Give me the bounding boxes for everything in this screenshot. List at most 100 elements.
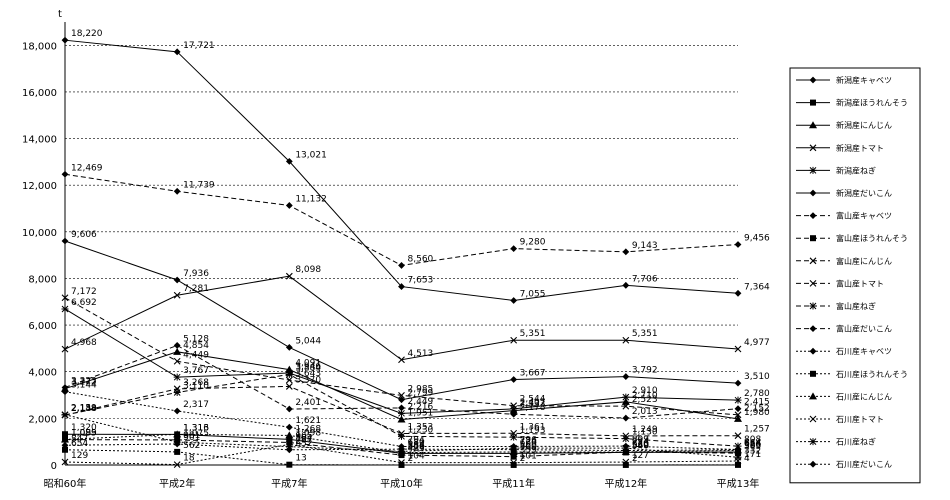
data-point — [510, 336, 518, 344]
data-label: 2,523 — [632, 395, 658, 405]
data-label: 562 — [183, 441, 200, 451]
data-point — [61, 36, 69, 44]
data-label: 2,178 — [520, 403, 546, 413]
data-label: 2,333 — [520, 400, 546, 410]
data-label: 7,055 — [520, 290, 546, 300]
data-point — [622, 435, 630, 443]
data-point — [398, 409, 405, 417]
y-tick-label: 2,000 — [28, 414, 57, 425]
data-point — [285, 376, 293, 384]
data-point — [622, 248, 630, 256]
data-point — [61, 237, 69, 245]
data-label: 4,968 — [71, 338, 97, 348]
data-point — [285, 202, 293, 209]
data-point — [173, 430, 182, 438]
data-label: 7,706 — [632, 274, 658, 284]
data-label: 4 — [744, 454, 750, 464]
data-label: 2 — [520, 454, 526, 464]
data-point — [735, 461, 741, 468]
data-label: 7,653 — [408, 276, 434, 286]
data-label: 2,013 — [632, 407, 658, 417]
data-label: 359 — [520, 446, 537, 456]
data-label: 3,370 — [295, 375, 321, 385]
data-point — [398, 356, 405, 364]
legend-item: 石川産にんじん — [796, 391, 892, 401]
data-label: 127 — [632, 451, 649, 461]
data-point — [734, 345, 742, 353]
data-label: 18,220 — [71, 29, 103, 39]
legend-item: 新潟産キャベツ — [796, 75, 892, 85]
data-label: 560 — [744, 441, 761, 451]
data-point — [286, 436, 293, 443]
data-label: 500 — [520, 442, 537, 452]
legend-label: 新潟産ほうれんそう — [836, 98, 908, 108]
x-tick-label: 平成10年 — [380, 477, 423, 490]
data-label: 8,560 — [408, 254, 434, 264]
data-label: 3,643 — [295, 369, 321, 379]
data-point — [734, 396, 742, 404]
data-label: 11,739 — [183, 180, 215, 190]
x-tick-label: 平成12年 — [604, 477, 647, 490]
data-point — [621, 397, 630, 405]
data-label: 620 — [632, 440, 649, 450]
data-label: 981 — [183, 431, 200, 441]
legend-item: 富山産ほうれんそう — [796, 233, 908, 243]
legend-marker — [809, 280, 817, 287]
legend-item: 石川産だいこん — [796, 459, 892, 469]
data-label: 660 — [520, 439, 537, 449]
legend-label: 石川産にんじん — [836, 391, 892, 401]
data-label: 532 — [408, 442, 425, 452]
series-6: 9,606 7,936 5,044 2,799 3,667 3,792 3,510 — [61, 230, 770, 404]
data-label: 2,544 — [520, 395, 546, 405]
data-label: 17,721 — [183, 41, 215, 51]
data-label: 3,144 — [71, 381, 97, 391]
legend-marker — [809, 212, 817, 219]
data-label: 2,138 — [71, 404, 97, 414]
data-label: 9,456 — [744, 234, 770, 244]
data-point — [398, 283, 405, 290]
data-label: 2,152 — [744, 404, 770, 414]
legend-label: 石川産キャベツ — [836, 346, 892, 356]
y-unit-label: t — [58, 9, 62, 20]
data-label: 654 — [744, 439, 761, 449]
data-label: 7,936 — [183, 269, 209, 279]
data-label: 3,323 — [71, 377, 97, 387]
legend-item: 新潟産だいこん — [796, 188, 892, 198]
series-4: 4,968 7,281 8,098 4,513 5,351 5,351 4,977 — [61, 265, 770, 364]
legend-item: 石川産ねぎ — [796, 437, 876, 447]
data-label: 425 — [408, 444, 425, 454]
data-label: 884 — [295, 433, 312, 443]
data-point — [173, 347, 182, 355]
series-11: 2,144 3,110 3,884 1,230 1,193 1,130 808 — [61, 363, 761, 450]
data-point — [510, 459, 518, 467]
data-label: 332 — [744, 446, 761, 456]
data-point — [510, 402, 518, 410]
data-point — [398, 396, 405, 404]
data-label: 654 — [71, 439, 88, 449]
x-tick-label: 平成11年 — [492, 477, 535, 490]
data-label: 7,172 — [71, 287, 97, 297]
legend-item: 新潟産ねぎ — [796, 165, 876, 175]
data-label: 787 — [295, 436, 312, 446]
data-point — [734, 289, 742, 297]
data-point — [173, 440, 181, 448]
data-point — [398, 432, 405, 440]
data-label: 171 — [744, 450, 761, 460]
data-point — [510, 376, 518, 383]
legend-item: 富山産だいこん — [796, 324, 892, 334]
data-point — [734, 411, 742, 419]
data-label: 808 — [744, 435, 761, 445]
x-tick-label: 平成2年 — [159, 477, 195, 490]
data-point — [173, 291, 181, 299]
data-label: 2,415 — [744, 398, 770, 408]
data-label: 652 — [295, 439, 312, 449]
data-label: 2,407 — [520, 398, 546, 408]
legend-label: 新潟産キャベツ — [836, 75, 892, 85]
data-point — [398, 461, 405, 468]
data-label: 3,510 — [744, 372, 770, 382]
data-label: 1,095 — [71, 428, 97, 438]
data-point — [734, 446, 742, 454]
series-10: 7,172 4,449 3,643 2,985 2,544 2,523 2,152 — [61, 287, 770, 419]
data-label: 3,767 — [183, 366, 209, 376]
data-point — [622, 336, 630, 344]
